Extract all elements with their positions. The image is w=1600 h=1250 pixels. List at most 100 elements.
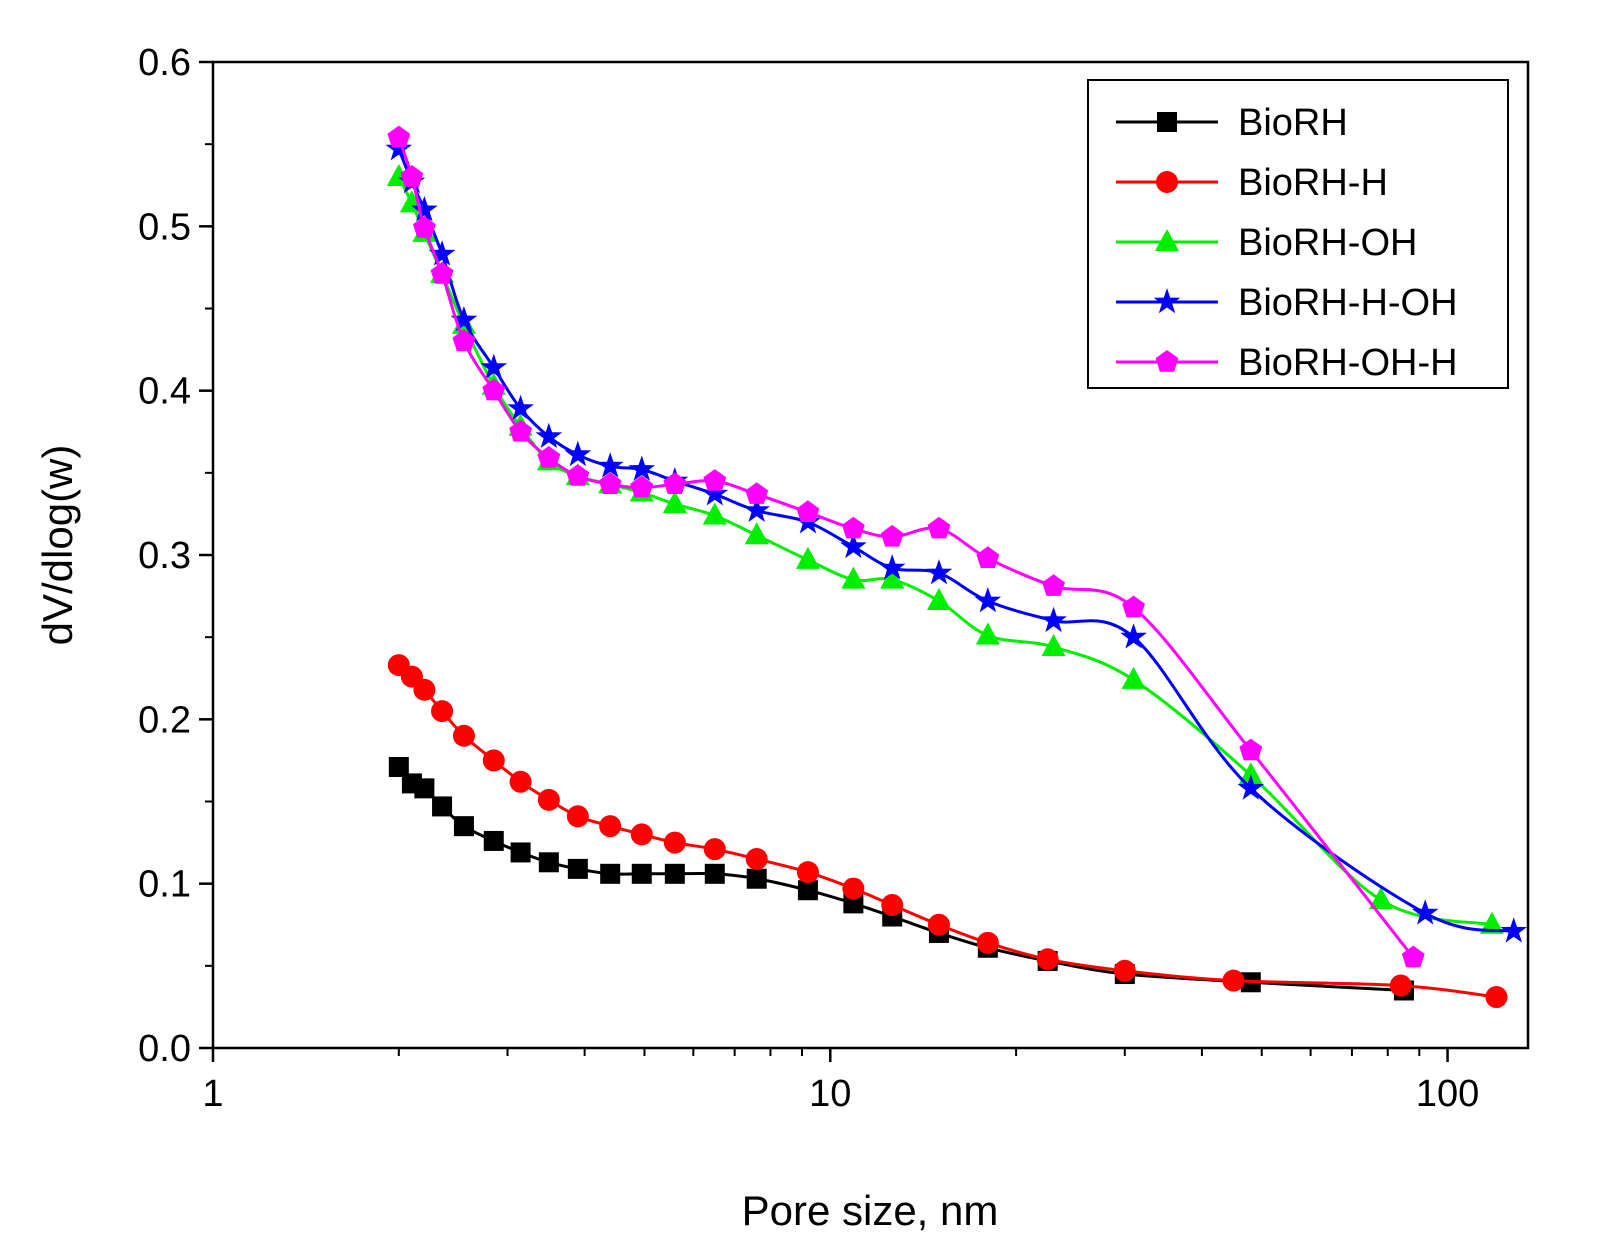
data-point-biorh-h: [703, 838, 726, 861]
data-point-biorh: [432, 796, 453, 817]
data-point-biorh-oh-h: [880, 524, 904, 547]
legend-label-biorh-h: BioRH-H: [1238, 162, 1388, 204]
data-point-biorh-h: [796, 861, 819, 884]
x-axis-title: Pore size, nm: [742, 1187, 999, 1234]
data-point-biorh: [797, 880, 818, 901]
legend-label-biorh-oh: BioRH-OH: [1238, 222, 1417, 264]
data-point-biorh-oh-h: [703, 469, 727, 491]
legend-marker-biorh-oh: [1155, 229, 1179, 251]
data-point-biorh-oh: [880, 566, 905, 589]
y-tick-label: 0.5: [138, 206, 191, 248]
data-point-biorh-oh: [1121, 666, 1146, 689]
data-point-biorh-oh: [1238, 762, 1263, 785]
data-point-biorh-oh-h: [1122, 595, 1145, 618]
data-point-biorh-h-oh: [1411, 899, 1439, 925]
series-line-biorh-h: [397, 663, 1497, 999]
data-point-biorh: [483, 830, 504, 851]
legend-label-biorh: BioRH: [1238, 102, 1348, 144]
data-point-biorh-h: [842, 877, 865, 900]
data-point-biorh: [453, 816, 474, 837]
x-tick-label: 100: [1416, 1073, 1479, 1115]
data-point-biorh-oh: [1368, 887, 1393, 910]
data-point-biorh-oh-h: [842, 516, 865, 539]
data-point-biorh-h: [1036, 948, 1059, 971]
data-point-biorh-oh-h: [387, 125, 411, 148]
data-point-biorh: [414, 778, 435, 799]
data-point-biorh: [664, 863, 685, 884]
data-point-biorh-h-oh: [701, 480, 729, 506]
axes: 0.0 0.1 0.2 0.3 0.4 0.5 0.6 1 10 100: [138, 42, 1530, 1115]
data-point-biorh-oh-h: [976, 546, 1000, 568]
data-point-biorh-h: [566, 805, 589, 828]
data-point-biorh-oh-h: [566, 464, 590, 486]
data-point-biorh-oh-h: [537, 446, 561, 468]
data-point-biorh: [567, 858, 588, 879]
y-tick-label: 0.6: [138, 42, 191, 84]
data-point-biorh-h-oh: [925, 559, 953, 585]
data-point-biorh: [388, 756, 409, 777]
data-point-biorh-oh-h: [745, 482, 769, 504]
data-point-biorh-h: [630, 823, 653, 846]
data-point-biorh-h-oh: [840, 532, 867, 559]
data-point-biorh-h-oh: [596, 452, 624, 478]
data-point-biorh-oh-h: [430, 262, 454, 284]
data-point-biorh-oh-h: [598, 472, 622, 494]
data-point-biorh-h: [452, 724, 475, 747]
series-biorh-h: [387, 654, 1508, 1009]
legend-entry-biorh-h-oh: BioRH-H-OH: [1116, 282, 1458, 324]
data-point-biorh-oh-h: [1239, 738, 1263, 761]
legend-entry-biorh-oh-h: BioRH-OH-H: [1116, 342, 1458, 384]
data-point-biorh-h-oh: [535, 422, 563, 448]
legend-entry-biorh-h: BioRH-H: [1116, 162, 1388, 204]
data-point-biorh-oh-h: [400, 165, 424, 187]
data-point-biorh-h: [413, 678, 436, 701]
y-tick-label: 0.0: [138, 1028, 191, 1070]
data-point-biorh-oh-h: [413, 216, 436, 238]
data-point-biorh-h-oh: [878, 554, 906, 580]
legend-entry-biorh-oh: BioRH-OH: [1116, 222, 1417, 264]
data-point-biorh-h-oh: [564, 440, 592, 467]
y-tick-label: 0.4: [138, 371, 191, 413]
data-point-biorh-oh: [1041, 634, 1066, 657]
data-point-biorh: [510, 842, 531, 863]
data-point-biorh-h-oh: [1040, 606, 1067, 633]
data-point-biorh-oh-h: [509, 419, 532, 442]
y-tick-label: 0.2: [138, 699, 191, 741]
data-point-biorh-h: [1485, 986, 1508, 1009]
data-point-biorh-h: [881, 894, 904, 917]
data-point-biorh-h: [482, 749, 505, 772]
data-point-biorh-oh-h: [1042, 574, 1065, 596]
legend-marker-biorh-h: [1156, 171, 1178, 193]
data-point-biorh-h: [745, 848, 768, 871]
data-point-biorh-oh-h: [796, 500, 820, 522]
data-point-biorh-h: [509, 770, 532, 793]
data-point-biorh-h: [976, 931, 999, 954]
data-point-biorh-oh-h: [482, 378, 506, 401]
data-point-biorh-oh: [702, 502, 727, 525]
y-axis-title: dV/dlog(w): [34, 445, 81, 646]
data-point-biorh-h: [537, 788, 560, 811]
data-point-biorh-oh: [1479, 911, 1504, 934]
legend: BioRH BioRH-H BioRH-OH BioRH-H-OH BioRH-OH-H: [1087, 79, 1509, 389]
series-biorh-oh-h: [387, 125, 1425, 968]
data-point-biorh-h-oh: [1120, 623, 1147, 649]
y-tick-label: 0.1: [138, 864, 191, 906]
series-layer: [385, 125, 1527, 1009]
data-point-biorh-h-oh: [628, 455, 656, 481]
legend-entry-biorh: BioRH: [1116, 102, 1348, 144]
y-tick-label: 0.3: [138, 535, 191, 577]
data-point-biorh-oh: [975, 622, 1000, 645]
legend-marker-biorh: [1157, 112, 1177, 132]
data-point-biorh-h: [1113, 959, 1136, 982]
data-point-biorh-h-oh: [428, 240, 456, 266]
data-point-biorh-h: [1222, 969, 1245, 992]
data-point-biorh: [746, 868, 767, 889]
series-biorh-h-oh: [385, 135, 1527, 943]
data-point-biorh: [538, 852, 559, 873]
legend-marker-biorh-oh-h: [1155, 350, 1179, 372]
data-point-biorh-oh-h: [1401, 945, 1425, 968]
data-point-biorh-h-oh: [974, 587, 1002, 613]
x-tick-label: 10: [809, 1073, 851, 1115]
data-point-biorh-oh: [926, 588, 951, 611]
